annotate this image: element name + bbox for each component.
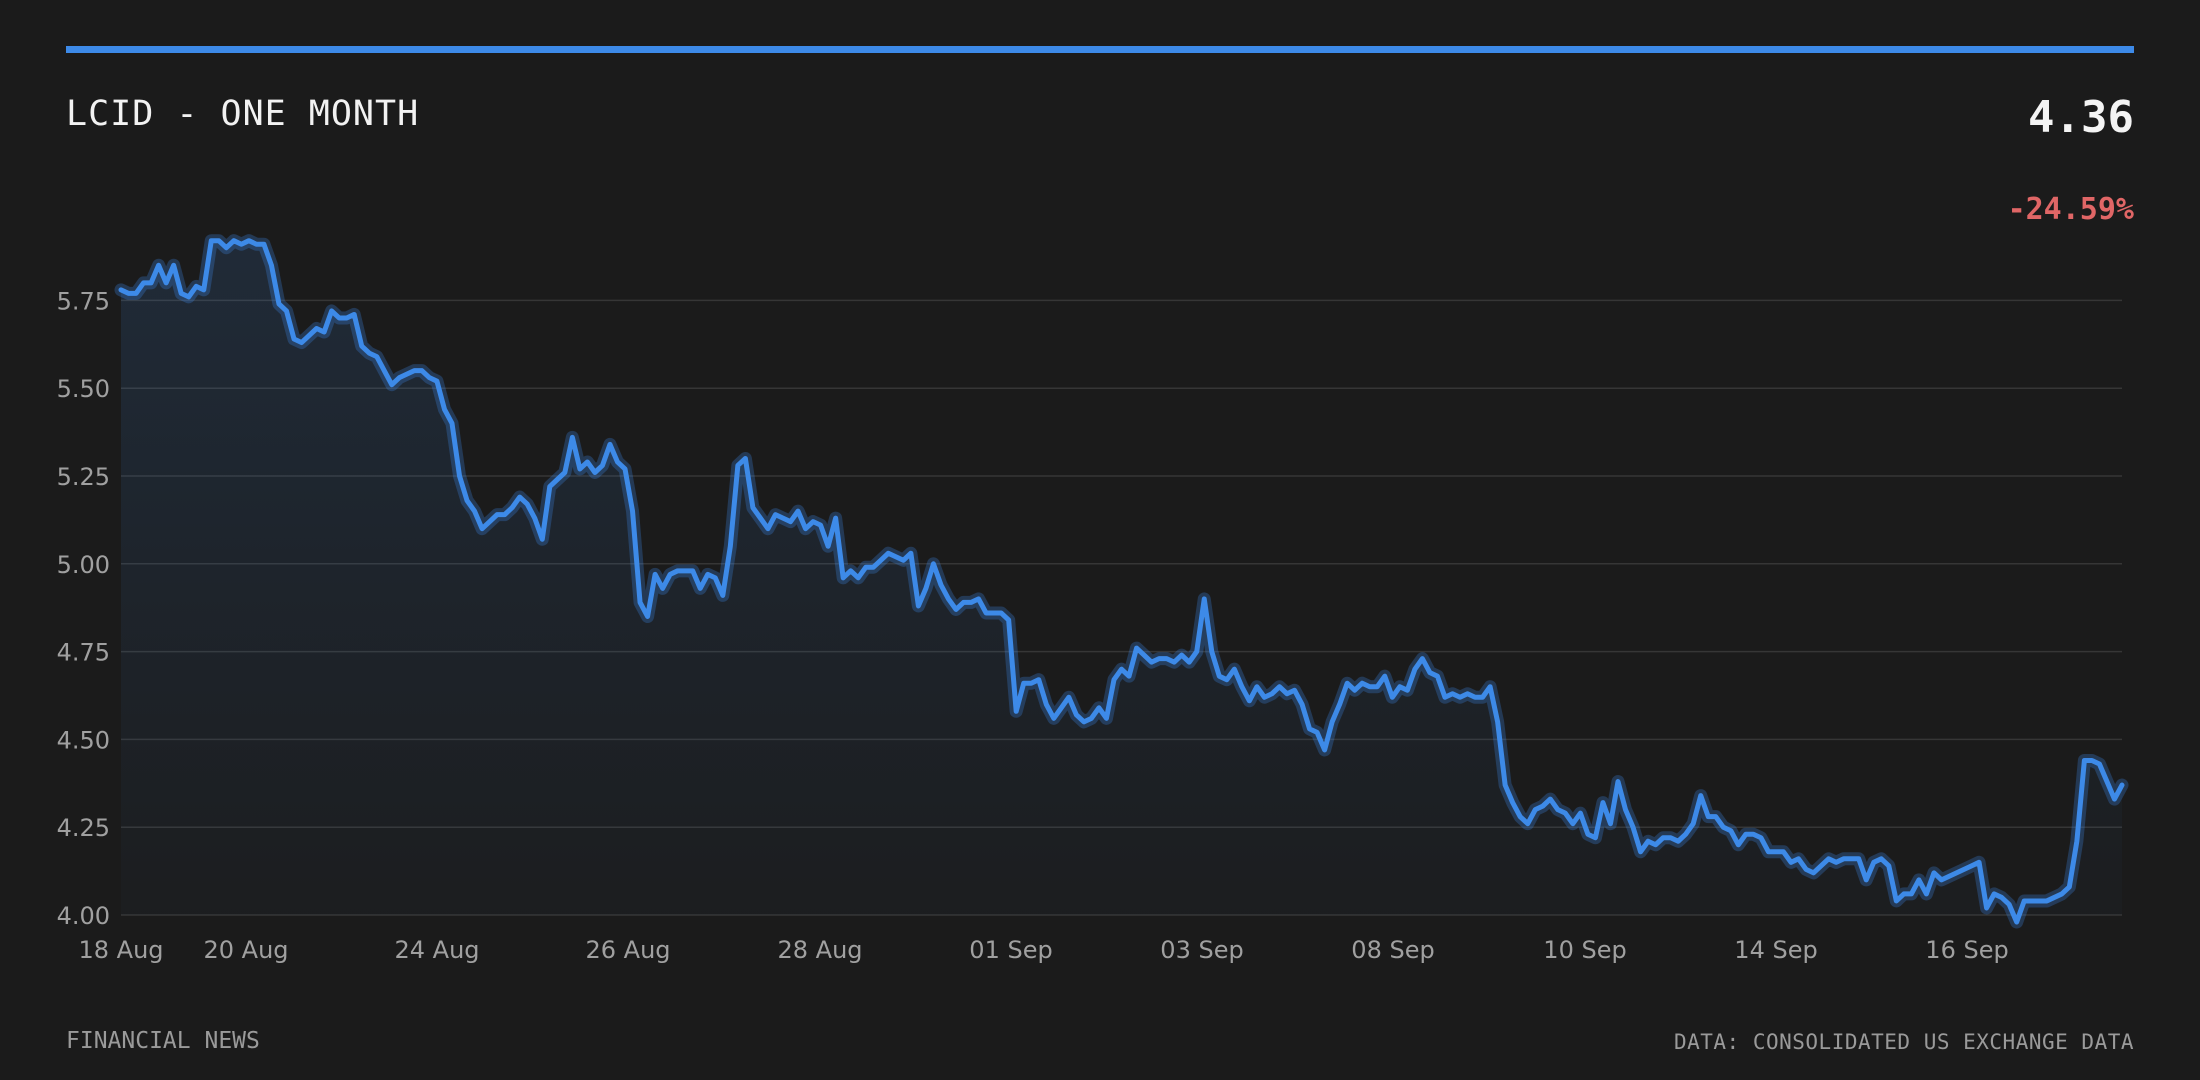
price-chart: 4.00 4.25 4.50 4.75 5.00 5.25 5.50 5.75 18 Aug 2… bbox=[57, 234, 2129, 964]
x-tick-label: 16 Sep bbox=[1925, 936, 2008, 964]
price-line bbox=[118, 238, 2125, 925]
y-tick-label: 4.50 bbox=[57, 726, 110, 754]
y-tick-label: 4.00 bbox=[57, 902, 110, 930]
x-tick-label: 24 Aug bbox=[394, 936, 479, 964]
y-axis-ticks: 4.00 4.25 4.50 4.75 5.00 5.25 5.50 5.75 bbox=[57, 287, 110, 930]
y-tick-label: 5.50 bbox=[57, 375, 110, 403]
x-tick-label: 26 Aug bbox=[585, 936, 670, 964]
y-tick-label: 5.25 bbox=[57, 463, 110, 491]
source-label: FINANCIAL NEWS bbox=[66, 1028, 260, 1054]
current-price: 4.36 bbox=[2028, 92, 2134, 143]
x-tick-label: 18 Aug bbox=[78, 936, 163, 964]
y-tick-label: 5.00 bbox=[57, 551, 110, 579]
x-axis-ticks: 18 Aug 20 Aug 24 Aug 26 Aug 28 Aug 01 Sep 03 S… bbox=[78, 936, 2008, 964]
percent-change: -24.59% bbox=[2007, 192, 2134, 227]
x-tick-label: 08 Sep bbox=[1351, 936, 1434, 964]
chart-title: LCID - ONE MONTH bbox=[66, 94, 420, 134]
x-tick-label: 10 Sep bbox=[1543, 936, 1626, 964]
x-tick-label: 14 Sep bbox=[1734, 936, 1817, 964]
price-area bbox=[121, 240, 2122, 923]
x-tick-label: 28 Aug bbox=[777, 936, 862, 964]
data-credit: DATA: CONSOLIDATED US EXCHANGE DATA bbox=[1673, 1030, 2134, 1054]
x-tick-label: 03 Sep bbox=[1160, 936, 1243, 964]
x-tick-label: 20 Aug bbox=[203, 936, 288, 964]
y-tick-label: 4.25 bbox=[57, 814, 110, 842]
y-tick-label: 4.75 bbox=[57, 639, 110, 667]
y-tick-label: 5.75 bbox=[57, 287, 110, 315]
top-accent-rule bbox=[66, 46, 2134, 53]
x-tick-label: 01 Sep bbox=[969, 936, 1052, 964]
